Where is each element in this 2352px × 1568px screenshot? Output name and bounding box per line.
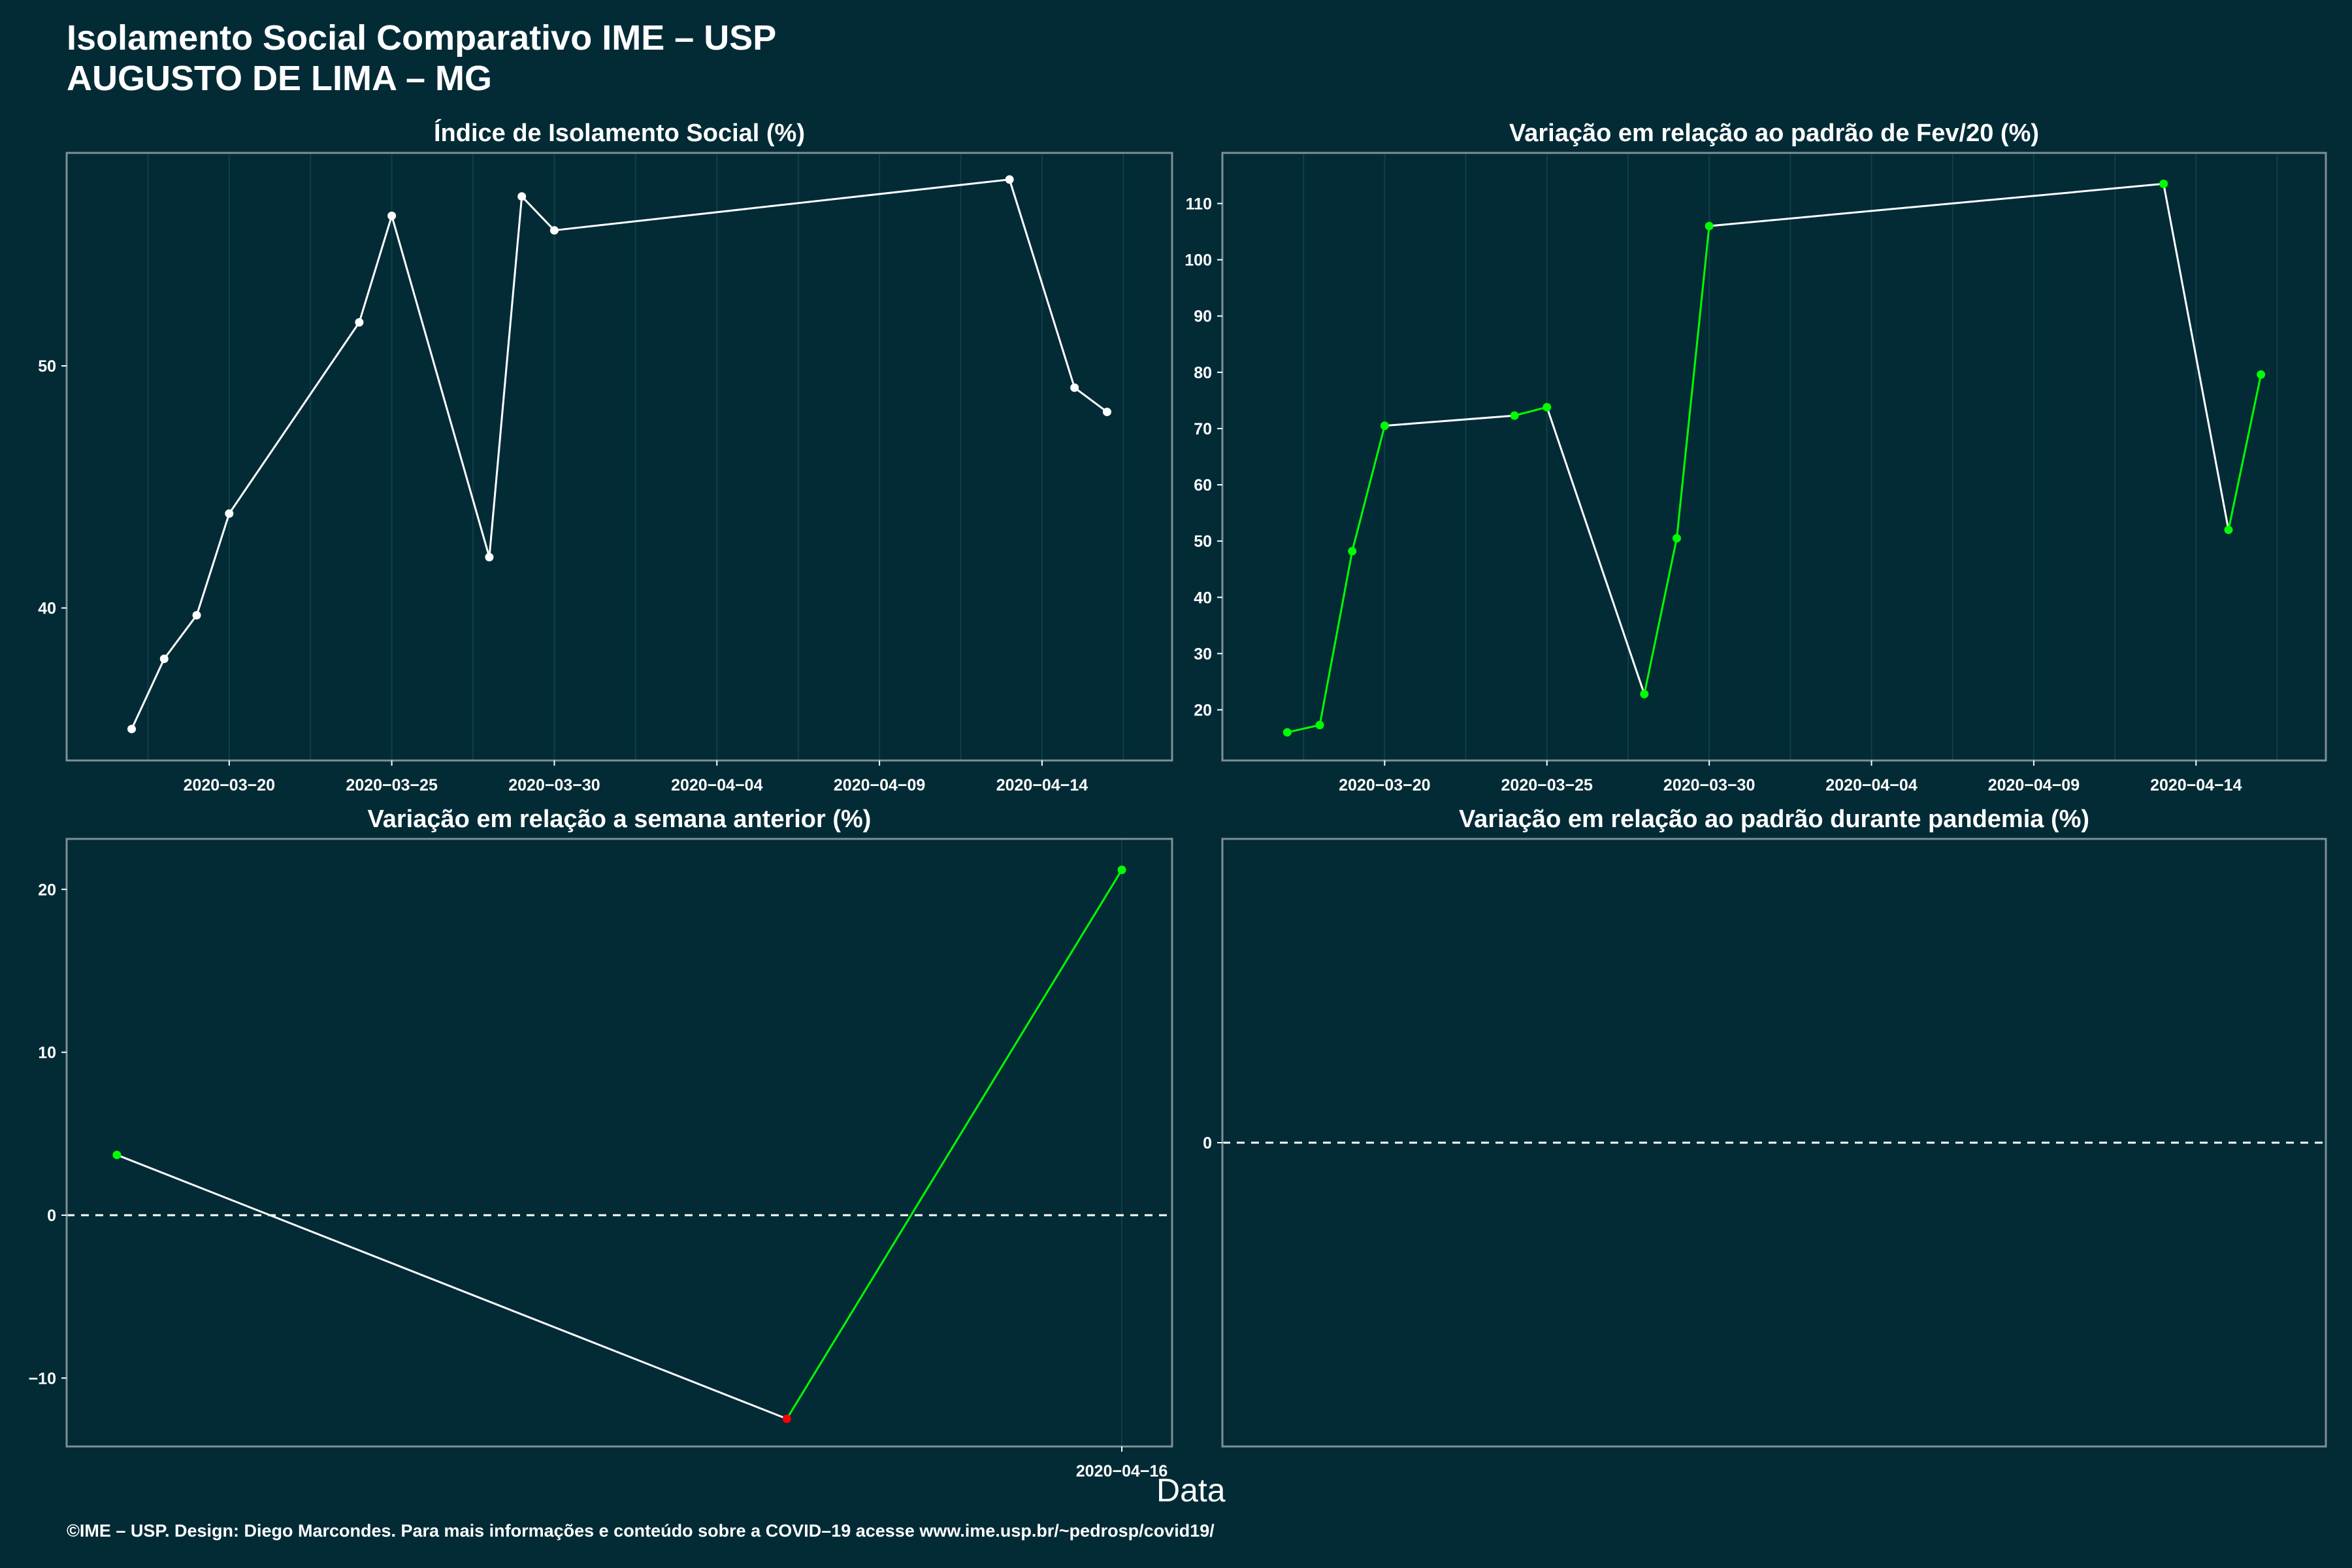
series-segment xyxy=(228,321,361,514)
panel-3-border xyxy=(65,838,1173,1448)
series-segment xyxy=(1287,724,1320,734)
data-point xyxy=(1705,221,1714,231)
y-tick-label: 70 xyxy=(1194,420,1212,438)
y-tick-label: 80 xyxy=(1194,364,1212,382)
series-segment xyxy=(2227,374,2262,531)
data-point xyxy=(485,553,494,562)
series-segment xyxy=(195,513,231,616)
series-segment xyxy=(1709,182,2164,227)
series-segment xyxy=(116,1154,787,1420)
page-title: Isolamento Social Comparativo IME – USP xyxy=(67,18,777,57)
x-tick-label: 2020−03−20 xyxy=(1339,776,1430,794)
series-segment xyxy=(358,215,393,323)
panel-4-title: Variação em relação ao padrão durante pa… xyxy=(1459,806,2089,833)
x-tick-label: 2020−03−30 xyxy=(1663,776,1755,794)
data-point xyxy=(2257,370,2266,379)
y-tick-label: 0 xyxy=(1203,1134,1212,1152)
data-point xyxy=(1380,421,1389,431)
series-segment xyxy=(1351,425,1386,552)
panel-2-background xyxy=(1222,153,2326,760)
panel-2-title: Variação em relação ao padrão de Fev/20 … xyxy=(1509,120,2039,147)
data-point xyxy=(517,192,527,201)
series-segment xyxy=(521,195,555,231)
x-tick-label: 2020−03−25 xyxy=(346,776,438,794)
panel-1-border xyxy=(65,152,1173,762)
data-point xyxy=(1102,407,1111,416)
data-point xyxy=(159,654,169,663)
y-tick-label: 20 xyxy=(1194,702,1212,720)
data-point xyxy=(1070,383,1079,392)
panel-3-title: Variação em relação a semana anterior (%… xyxy=(368,806,872,833)
panel-1-background xyxy=(67,153,1172,760)
page-subtitle: AUGUSTO DE LIMA – MG xyxy=(67,59,493,98)
y-tick-label: 110 xyxy=(1186,195,1212,214)
y-tick-label: −10 xyxy=(29,1369,56,1388)
y-tick-label: 90 xyxy=(1194,308,1212,326)
panel-2-border xyxy=(1221,152,2327,762)
series-segment xyxy=(554,178,1010,232)
y-tick-label: 40 xyxy=(1194,589,1212,607)
x-axis-title: Data xyxy=(1156,1472,1226,1509)
data-point xyxy=(387,211,397,220)
data-point xyxy=(225,509,234,518)
series-segment xyxy=(1643,538,1678,694)
footer-credits: ©IME – USP. Design: Diego Marcondes. Par… xyxy=(67,1521,1215,1541)
series-segment xyxy=(131,658,165,730)
series-segment xyxy=(1318,551,1354,726)
x-tick-label: 2020−03−20 xyxy=(184,776,275,794)
series-segment xyxy=(1008,179,1076,388)
y-tick-label: 50 xyxy=(1194,532,1212,551)
x-tick-label: 2020−04−14 xyxy=(996,776,1088,794)
y-tick-label: 20 xyxy=(38,881,56,899)
data-point xyxy=(1117,865,1126,874)
x-tick-label: 2020−04−09 xyxy=(1988,776,2080,794)
series-segment xyxy=(1384,414,1515,427)
x-tick-label: 2020−03−25 xyxy=(1501,776,1593,794)
series-segment xyxy=(391,215,491,558)
data-point xyxy=(1348,547,1357,556)
x-tick-label: 2020−04−16 xyxy=(1076,1462,1168,1480)
series-segment xyxy=(163,614,198,660)
series-segment xyxy=(786,869,1123,1420)
data-point xyxy=(355,318,364,327)
panel-1-title: Índice de Isolamento Social (%) xyxy=(434,118,805,147)
x-tick-label: 2020−04−14 xyxy=(2150,776,2242,794)
y-tick-label: 60 xyxy=(1194,476,1212,495)
data-point xyxy=(1315,721,1324,730)
series-segment xyxy=(1546,406,1646,694)
x-tick-label: 2020−04−09 xyxy=(834,776,925,794)
x-tick-label: 2020−04−04 xyxy=(671,776,763,794)
series-segment xyxy=(1073,387,1108,413)
y-tick-label: 10 xyxy=(38,1044,56,1062)
data-point xyxy=(127,725,137,734)
data-point xyxy=(2159,179,2168,188)
x-tick-label: 2020−04−04 xyxy=(1825,776,1918,794)
data-point xyxy=(1282,728,1292,737)
y-tick-label: 40 xyxy=(38,600,56,618)
x-tick-label: 2020−03−30 xyxy=(508,776,600,794)
y-tick-label: 100 xyxy=(1184,252,1212,270)
data-point xyxy=(112,1151,122,1160)
data-point xyxy=(549,226,559,235)
y-tick-label: 50 xyxy=(38,357,56,376)
series-segment xyxy=(488,196,523,557)
y-tick-label: 30 xyxy=(1194,645,1212,663)
data-point xyxy=(192,611,201,620)
data-point xyxy=(1672,534,1681,543)
data-point xyxy=(2224,525,2233,534)
data-point xyxy=(1640,689,1649,698)
data-point xyxy=(1510,411,1519,420)
data-point xyxy=(1543,402,1552,412)
y-tick-label: 0 xyxy=(47,1207,56,1225)
series-segment xyxy=(1514,406,1548,417)
data-point xyxy=(782,1414,791,1424)
panel-3-background xyxy=(67,839,1172,1446)
data-point xyxy=(1005,175,1014,184)
series-segment xyxy=(2163,184,2230,531)
series-segment xyxy=(1675,225,1710,539)
